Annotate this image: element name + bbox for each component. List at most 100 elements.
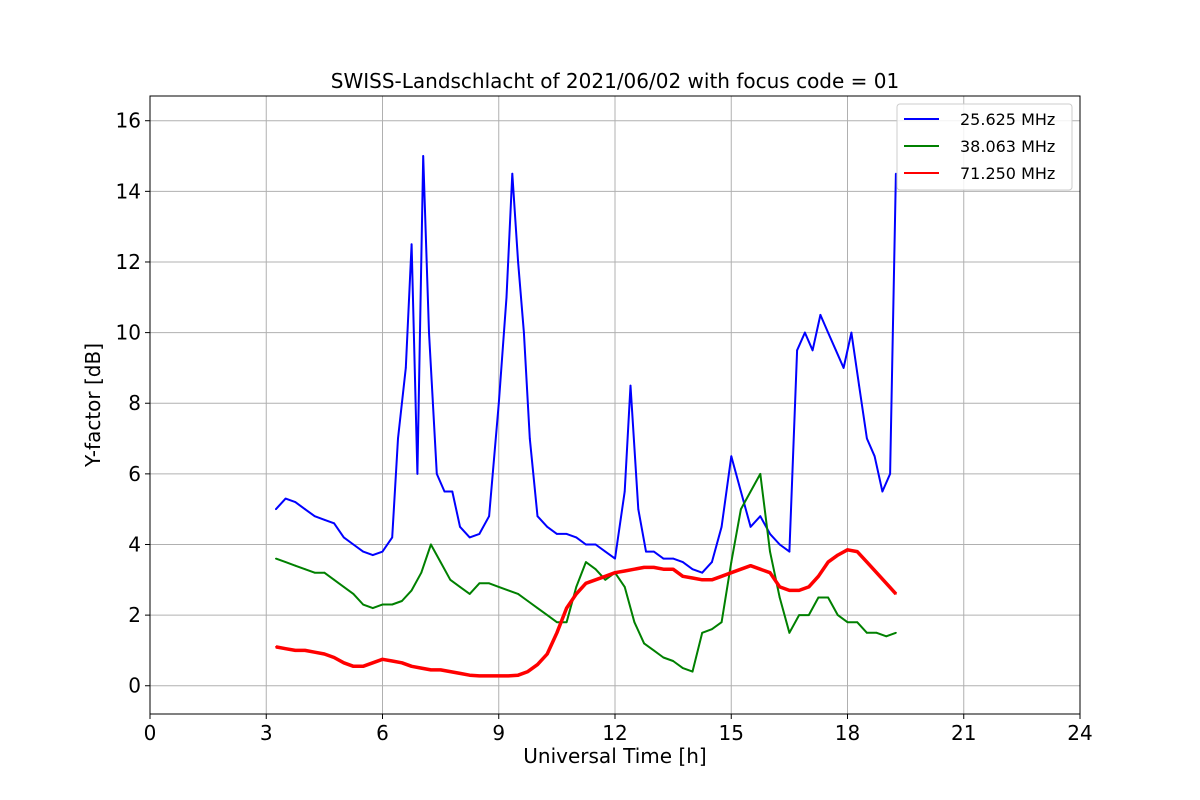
data-point <box>681 561 684 563</box>
data-point <box>604 578 607 581</box>
data-point <box>397 437 399 440</box>
data-point <box>662 557 665 560</box>
data-point <box>873 455 876 458</box>
data-point <box>313 651 316 654</box>
data-point <box>362 665 364 668</box>
data-point <box>623 490 626 493</box>
data-point <box>404 367 407 369</box>
data-point <box>497 586 500 588</box>
data-point <box>881 490 884 493</box>
data-point <box>304 649 306 652</box>
data-point <box>895 631 897 634</box>
data-point <box>528 437 531 440</box>
data-point <box>313 515 316 518</box>
data-point <box>536 607 539 609</box>
data-point <box>827 596 829 599</box>
y-tick-label: 10 <box>116 321 141 345</box>
data-point <box>488 582 490 585</box>
data-point <box>342 536 345 539</box>
data-point <box>468 674 471 677</box>
data-point <box>284 561 287 563</box>
y-ticks: 0 2 4 6 8 10 12 14 16 <box>116 109 150 698</box>
x-tick-label: 9 <box>492 721 505 745</box>
data-point <box>449 670 452 673</box>
data-point <box>556 533 558 535</box>
data-point <box>858 384 860 387</box>
data-point <box>817 596 820 599</box>
data-point <box>381 550 384 553</box>
x-tick-label: 18 <box>835 721 860 745</box>
data-point <box>817 575 820 578</box>
x-tick-label: 3 <box>260 721 273 745</box>
data-point <box>730 571 733 574</box>
data-point <box>856 550 859 553</box>
data-point <box>410 589 413 592</box>
data-point <box>866 437 868 440</box>
data-point <box>759 515 762 518</box>
x-tick-label: 24 <box>1067 721 1092 745</box>
data-point <box>623 586 626 588</box>
legend-label: 71.250 MHz <box>960 164 1055 183</box>
data-point <box>629 384 632 387</box>
data-point <box>511 172 514 175</box>
data-point <box>517 261 519 263</box>
data-point <box>546 614 549 616</box>
data-point <box>342 661 345 664</box>
data-point <box>443 490 446 493</box>
data-point <box>866 561 868 563</box>
y-tick-label: 14 <box>116 179 141 203</box>
data-point <box>889 473 891 475</box>
data-point <box>478 675 481 677</box>
data-point <box>643 566 645 569</box>
data-point <box>430 543 432 546</box>
data-point <box>585 561 587 563</box>
data-point <box>749 525 752 528</box>
data-point <box>391 603 394 606</box>
data-point <box>798 589 800 592</box>
data-point <box>523 331 525 334</box>
data-point <box>488 675 490 677</box>
data-point <box>517 593 519 595</box>
data-point <box>711 628 713 631</box>
data-point <box>381 603 384 606</box>
data-point <box>313 571 316 574</box>
data-point <box>769 550 771 553</box>
y-tick-label: 8 <box>128 391 141 415</box>
data-point <box>459 586 461 588</box>
legend-label: 38.063 MHz <box>960 137 1055 156</box>
data-point <box>811 349 814 352</box>
data-point <box>362 550 364 553</box>
data-point <box>333 656 335 659</box>
data-point <box>711 561 713 563</box>
data-point <box>807 614 810 616</box>
data-point <box>672 660 674 662</box>
data-point <box>749 490 752 493</box>
data-point <box>556 631 558 634</box>
data-point <box>594 578 597 581</box>
data-point <box>275 508 277 511</box>
data-point <box>720 525 723 528</box>
data-point <box>428 331 430 334</box>
y-tick-label: 0 <box>128 674 141 698</box>
x-tick-label: 0 <box>144 721 157 745</box>
y-tick-label: 4 <box>128 532 141 556</box>
data-point <box>846 621 849 624</box>
data-point <box>507 675 510 677</box>
data-point <box>284 497 287 500</box>
data-point <box>778 596 781 599</box>
data-point <box>391 536 394 539</box>
x-tick-label: 12 <box>602 721 627 745</box>
data-point <box>672 568 674 571</box>
y-tick-label: 12 <box>116 250 141 274</box>
data-point <box>371 661 374 664</box>
legend: 25.625 MHz 38.063 MHz 71.250 MHz <box>896 103 1073 191</box>
data-point <box>517 674 519 677</box>
data-point <box>730 561 733 563</box>
data-point <box>416 473 419 475</box>
y-tick-label: 6 <box>128 462 141 486</box>
data-point <box>459 525 461 528</box>
series-line-0 <box>275 155 897 574</box>
data-point <box>536 515 539 518</box>
data-point <box>401 661 403 664</box>
